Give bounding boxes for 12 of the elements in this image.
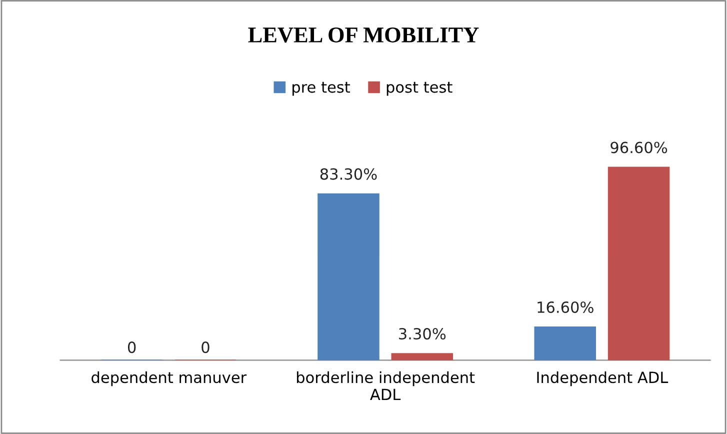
legend-label: pre test xyxy=(292,82,350,96)
data-label: 83.30% xyxy=(320,168,377,180)
data-label: 0 xyxy=(202,342,210,354)
data-label: 16.60% xyxy=(538,301,594,313)
data-label: 96.60% xyxy=(610,142,668,154)
data-label: 0 xyxy=(128,342,136,354)
x-tick-label: Independent ADL xyxy=(537,371,668,386)
data-label: 3.30% xyxy=(399,328,446,340)
chart-title: LEVEL OF MOBILITY xyxy=(248,28,479,43)
x-tick-label: dependent manuver xyxy=(92,371,247,386)
x-tick-label: borderline independent ADL xyxy=(296,371,475,400)
legend-label: post test xyxy=(386,82,452,96)
